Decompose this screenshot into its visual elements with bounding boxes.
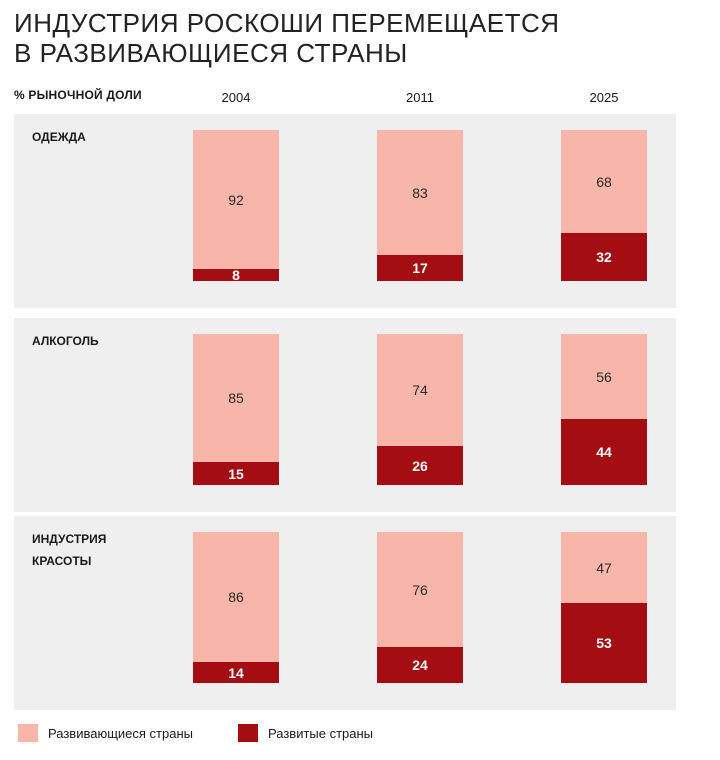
panel-label-line: ОДЕЖДА bbox=[32, 130, 86, 144]
bar-segment-developed: 44 bbox=[561, 419, 647, 485]
bar-segment-emerging: 83 bbox=[377, 130, 463, 255]
panel-label-line: ИНДУСТРИЯ bbox=[32, 532, 107, 546]
stacked-bar-2004: 92 8 bbox=[193, 130, 279, 283]
bar-segment-developed: 32 bbox=[561, 233, 647, 281]
stacked-bar-2004: 86 14 bbox=[193, 532, 279, 683]
bar-segment-emerging: 86 bbox=[193, 532, 279, 662]
chart-title-line-2: В РАЗВИВАЮЩИЕСЯ СТРАНЫ bbox=[14, 38, 408, 68]
bar-segment-emerging: 76 bbox=[377, 532, 463, 647]
bar-segment-developed: 24 bbox=[377, 647, 463, 683]
panel-label: ОДЕЖДА bbox=[32, 126, 86, 148]
legend-item-developed: Развитые страны bbox=[238, 724, 373, 742]
panel-label: АЛКОГОЛЬ bbox=[32, 330, 99, 352]
bar-segment-developed: 14 bbox=[193, 662, 279, 683]
chart-title-line-1: ИНДУСТРИЯ РОСКОШИ ПЕРЕМЕЩАЕТСЯ bbox=[14, 8, 560, 38]
legend-swatch-emerging bbox=[18, 724, 38, 742]
bar-segment-emerging: 92 bbox=[193, 130, 279, 269]
bar-segment-emerging: 85 bbox=[193, 334, 279, 462]
bar-segment-developed: 53 bbox=[561, 603, 647, 683]
legend-swatch-developed bbox=[238, 724, 258, 742]
legend-label-emerging: Развивающиеся страны bbox=[48, 725, 193, 741]
bar-segment-emerging: 74 bbox=[377, 334, 463, 446]
panel-0: ОДЕЖДА 92 8 83 17 68 32 bbox=[14, 114, 676, 308]
bar-segment-developed: 17 bbox=[377, 255, 463, 281]
bar-segment-developed: 15 bbox=[193, 462, 279, 485]
unit-label: % РЫНОЧНОЙ ДОЛИ bbox=[14, 88, 142, 102]
bar-segment-emerging: 68 bbox=[561, 130, 647, 233]
stacked-bar-2011: 76 24 bbox=[377, 532, 463, 683]
stacked-bar-2025: 68 32 bbox=[561, 130, 647, 281]
year-label-2004: 2004 bbox=[221, 90, 251, 105]
panel-1: АЛКОГОЛЬ 85 15 74 26 56 44 bbox=[14, 318, 676, 512]
legend-label-developed: Развитые страны bbox=[268, 725, 374, 741]
stacked-bar-2025: 47 53 bbox=[561, 532, 647, 683]
panel-label: ИНДУСТРИЯ КРАСОТЫ bbox=[32, 528, 106, 572]
stacked-bar-2011: 74 26 bbox=[377, 334, 463, 485]
stacked-bar-2011: 83 17 bbox=[377, 130, 463, 281]
panel-2: ИНДУСТРИЯ КРАСОТЫ 86 14 76 24 47 53 bbox=[14, 516, 676, 710]
bar-segment-emerging: 56 bbox=[561, 334, 647, 419]
year-label-2011: 2011 bbox=[406, 90, 434, 105]
panel-label-line: КРАСОТЫ bbox=[32, 554, 92, 568]
year-label-2025: 2025 bbox=[589, 90, 619, 105]
stacked-bar-2004: 85 15 bbox=[193, 334, 279, 485]
bar-segment-developed: 26 bbox=[377, 446, 463, 485]
chart-title: ИНДУСТРИЯ РОСКОШИ ПЕРЕМЕЩАЕТСЯ В РАЗВИВА… bbox=[14, 8, 560, 68]
legend-item-emerging: Развивающиеся страны bbox=[18, 724, 193, 742]
bar-segment-developed: 8 bbox=[193, 267, 279, 283]
bar-segment-emerging: 47 bbox=[561, 532, 647, 603]
stacked-bar-2025: 56 44 bbox=[561, 334, 647, 485]
panel-label-line: АЛКОГОЛЬ bbox=[32, 334, 99, 348]
